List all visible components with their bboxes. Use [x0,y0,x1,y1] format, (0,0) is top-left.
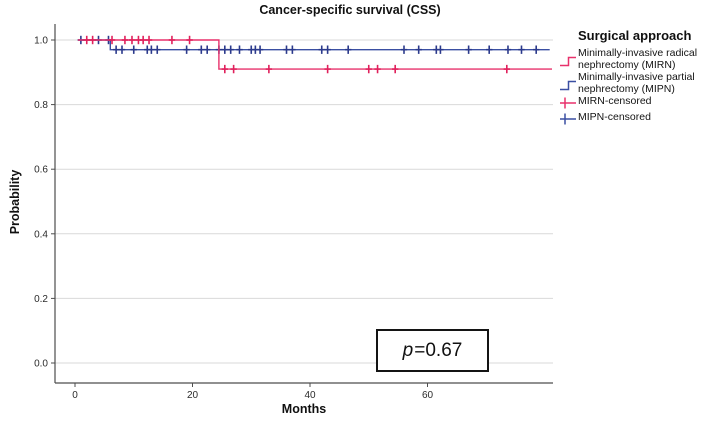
y-tick-label: 0.2 [34,294,48,305]
x-tick-label: 20 [187,390,199,401]
y-tick-label: 0.6 [34,165,48,176]
legend-title: Surgical approach [578,28,692,43]
x-tick-label: 40 [304,390,316,401]
p-value-box: p =0.67 [376,329,489,372]
p-value: =0.67 [414,339,463,361]
legend-item-mirn: Minimally-invasive radical nephrectomy (… [559,47,723,71]
x-tick-label: 0 [72,390,78,401]
y-tick-label: 0.4 [34,229,48,240]
legend-item-label: MIPN-censored [578,111,651,123]
p-symbol: p [402,339,414,361]
censor-plus-icon [560,113,576,125]
y-axis-title: Probability [8,169,22,235]
legend-item-mipn: Minimally-invasive partial nephrectomy (… [559,71,723,95]
legend-item-mirn-censored: MIRN-censored [559,95,723,111]
y-tick-label: 0.8 [34,100,48,111]
y-tick-label: 0.0 [34,359,48,370]
y-tick-label: 1.0 [34,36,48,47]
legend: Surgical approach Minimally-invasive rad… [559,28,723,128]
censor-plus-icon [560,97,576,109]
step-line-icon [560,80,576,91]
legend-item-label: MIRN-censored [578,95,652,107]
legend-item-label: Minimally-invasive radical nephrectomy (… [578,47,698,71]
chart-title: Cancer-specific survival (CSS) [259,3,441,17]
step-line-icon [560,56,576,67]
legend-item-label: Minimally-invasive partial nephrectomy (… [578,71,695,95]
legend-item-mipn-censored: MIPN-censored [559,111,723,127]
x-tick-label: 60 [422,390,434,401]
x-axis-title: Months [281,402,327,416]
mirn-survival-curve [77,39,552,70]
